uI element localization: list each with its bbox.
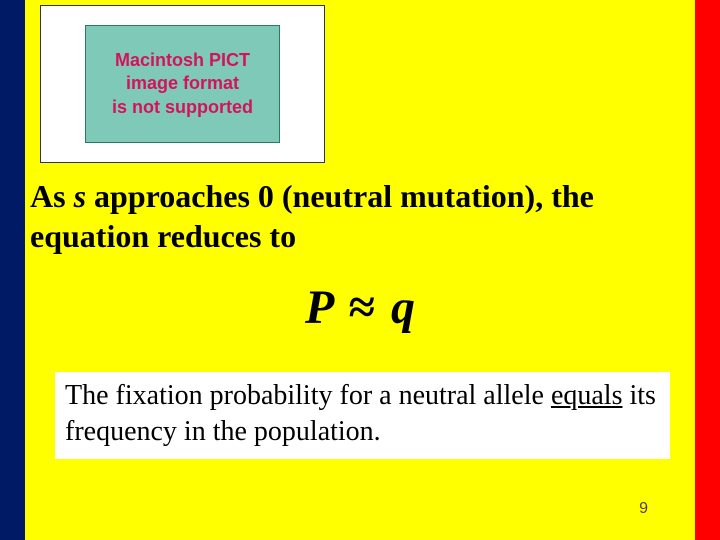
main-prefix: As (30, 178, 74, 214)
page-number: 9 (639, 500, 648, 518)
pict-inner-box: Macintosh PICT image format is not suppo… (85, 25, 280, 143)
equation-lhs: P (305, 281, 333, 334)
slide: Macintosh PICT image format is not suppo… (0, 0, 720, 540)
main-italic-var: s (74, 178, 86, 214)
pict-text-line2: image format (126, 72, 239, 95)
main-statement: As s approaches 0 (neutral mutation), th… (30, 176, 680, 256)
conclusion-underlined: equals (551, 380, 623, 411)
conclusion-box: The fixation probability for a neutral a… (55, 372, 670, 459)
conclusion-text: The fixation probability for a neutral a… (65, 378, 660, 451)
equation: P ≈ q (0, 280, 720, 335)
equation-rhs: q (391, 281, 415, 334)
pict-text-line3: is not supported (112, 96, 253, 119)
main-suffix: approaches 0 (neutral mutation), the equ… (30, 178, 594, 254)
pict-text-line1: Macintosh PICT (115, 49, 250, 72)
pict-placeholder: Macintosh PICT image format is not suppo… (40, 5, 325, 163)
conclusion-part1: The fixation probability for a neutral a… (65, 380, 551, 411)
equation-symbol: ≈ (349, 280, 375, 335)
